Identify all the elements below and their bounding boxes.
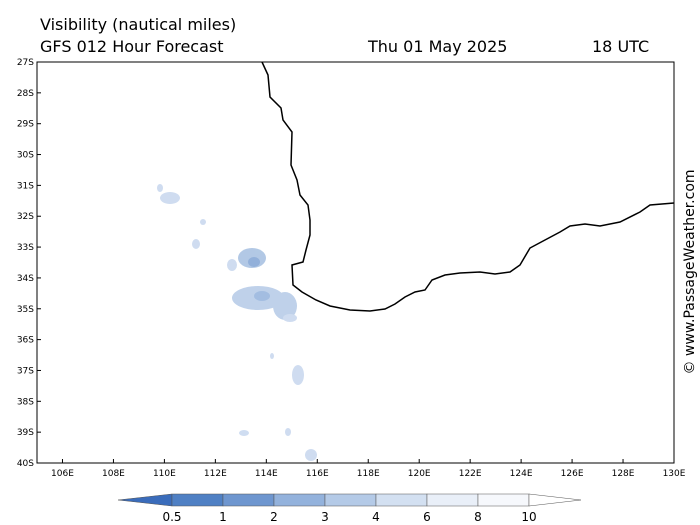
colorbar-label: 1 xyxy=(219,510,227,524)
lon-label: 110E xyxy=(153,469,176,479)
colorbar-segment xyxy=(426,493,479,507)
lat-label: 36S xyxy=(17,336,34,346)
colorbar-segment xyxy=(324,493,377,507)
colorbar-label: 3 xyxy=(321,510,329,524)
cloud-field xyxy=(157,184,317,461)
lon-label: 112E xyxy=(204,469,227,479)
copyright: © www.PassageWeather.com xyxy=(682,169,698,374)
lon-label: 106E xyxy=(51,469,74,479)
lat-label: 32S xyxy=(17,212,34,222)
colorbar-segment xyxy=(273,493,326,507)
colorbar-segment xyxy=(222,493,275,507)
lat-label: 34S xyxy=(17,274,34,284)
lat-label: 28S xyxy=(17,89,34,99)
subtitle: GFS 012 Hour Forecast xyxy=(40,37,224,56)
colorbar-label: 0.5 xyxy=(162,510,181,524)
lon-label: 116E xyxy=(306,469,329,479)
lon-label: 120E xyxy=(408,469,431,479)
lat-label: 31S xyxy=(17,181,34,191)
date: Thu 01 May 2025 xyxy=(367,37,507,56)
lon-label: 108E xyxy=(102,469,125,479)
colorbar-segment xyxy=(171,493,224,507)
map-frame xyxy=(36,61,675,464)
colorbar-segment xyxy=(477,493,530,507)
lat-label: 27S xyxy=(17,58,34,68)
colorbar-label: 2 xyxy=(270,510,278,524)
lat-label: 38S xyxy=(17,397,34,407)
colorbar-label: 8 xyxy=(474,510,482,524)
lat-label: 33S xyxy=(17,243,34,253)
time: 18 UTC xyxy=(592,37,649,56)
lon-label: 114E xyxy=(255,469,278,479)
lon-label: 118E xyxy=(357,469,380,479)
title: Visibility (nautical miles) xyxy=(40,15,236,34)
lat-label: 37S xyxy=(17,366,34,376)
lon-label: 126E xyxy=(561,469,584,479)
lon-label: 124E xyxy=(510,469,533,479)
lon-label: 130E xyxy=(663,469,686,479)
lat-label: 30S xyxy=(17,151,34,161)
lat-label: 40S xyxy=(17,459,34,469)
colorbar-right xyxy=(528,493,582,507)
lon-label: 122E xyxy=(459,469,482,479)
colorbar-label: 4 xyxy=(372,510,380,524)
lat-label: 29S xyxy=(17,120,34,130)
colorbar-label: 6 xyxy=(423,510,431,524)
lon-label: 128E xyxy=(612,469,635,479)
coastline xyxy=(261,61,675,312)
colorbar-left xyxy=(117,493,173,507)
colorbar-label: 10 xyxy=(521,510,536,524)
lat-label: 35S xyxy=(17,305,34,315)
colorbar-segment xyxy=(375,493,428,507)
lat-label: 39S xyxy=(17,428,34,438)
